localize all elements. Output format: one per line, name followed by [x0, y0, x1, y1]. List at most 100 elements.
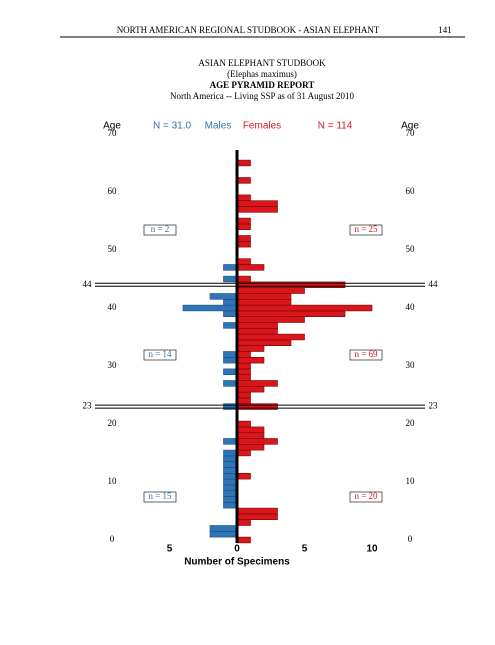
female-bar	[236, 287, 305, 294]
reference-label: 44	[429, 279, 439, 289]
male-bar	[223, 298, 238, 306]
y-tick-label: 10	[108, 476, 118, 486]
female-bar	[236, 235, 251, 242]
female-bar	[236, 432, 265, 439]
x-tick-label: 10	[366, 544, 378, 555]
female-bar	[236, 339, 292, 346]
male-bar	[223, 275, 238, 283]
female-bar	[236, 281, 346, 288]
female-bar	[236, 356, 265, 364]
male-bar	[209, 525, 238, 532]
female-bar	[236, 322, 278, 329]
female-bar	[236, 449, 251, 457]
annotation-box	[143, 349, 177, 361]
male-bar	[223, 478, 238, 486]
female-bar	[236, 177, 251, 184]
annotation: n = 15	[148, 491, 172, 501]
y-tick-label: 40	[406, 302, 416, 312]
male-bar	[182, 304, 238, 312]
annotation: n = 25	[354, 224, 378, 234]
reference-label: 44	[83, 279, 93, 289]
female-bar	[236, 374, 251, 381]
female-bar	[236, 536, 251, 544]
x-tick-label: 0	[234, 544, 240, 555]
female-bar	[236, 472, 251, 480]
female-bar	[236, 275, 251, 283]
annotation: n = 20	[354, 491, 378, 501]
y-tick-label: 60	[406, 186, 416, 196]
male-bar	[223, 449, 238, 457]
annotation-box	[349, 491, 383, 503]
female-bar	[236, 293, 292, 300]
female-bar	[236, 368, 251, 375]
male-bar	[223, 403, 238, 410]
female-bar	[236, 200, 278, 207]
female-bar	[236, 304, 373, 312]
x-tick-label: 5	[302, 544, 308, 555]
male-bar	[209, 293, 238, 300]
x-label: Number of Specimens	[184, 557, 290, 568]
female-bar	[236, 159, 251, 167]
female-bar	[236, 206, 278, 213]
annotation-box	[143, 224, 177, 236]
legend-entry: Females	[243, 121, 281, 132]
y-tick-label: 20	[406, 418, 416, 428]
y-tick-label: 20	[108, 418, 118, 428]
chart-subtitle: (Elephas maximus)	[227, 69, 297, 79]
male-bar	[223, 467, 238, 474]
male-bar	[223, 438, 238, 445]
annotation: n = 69	[354, 349, 378, 359]
female-bar	[236, 310, 346, 317]
female-bar	[236, 519, 251, 526]
y-tick-label: 60	[108, 186, 118, 196]
x-tick-label: 5	[167, 544, 173, 555]
female-bar	[236, 385, 265, 393]
male-bar	[223, 310, 238, 317]
male-bar	[223, 490, 238, 497]
y-tick-label: 30	[108, 360, 118, 370]
female-bar	[236, 345, 265, 352]
female-bar	[236, 298, 292, 306]
scope: North America -- Living SSP as of 31 Aug…	[170, 91, 354, 101]
female-bar	[236, 258, 251, 265]
female-bar	[236, 513, 278, 521]
female-total: N = 114	[318, 121, 353, 132]
running-title: NORTH AMERICAN REGIONAL STUDBOOK - ASIAN…	[117, 25, 380, 35]
male-bar	[223, 484, 238, 491]
male-bar	[209, 530, 238, 538]
female-bar	[236, 420, 251, 428]
female-bar	[236, 264, 265, 271]
chart-title: ASIAN ELEPHANT STUDBOOK	[198, 58, 326, 68]
annotation: n = 14	[148, 349, 172, 359]
female-bar	[236, 194, 251, 201]
annotation-box	[143, 491, 177, 503]
reference-label: 23	[83, 401, 93, 411]
male-bar	[223, 496, 238, 503]
y-tick-label: 70	[406, 128, 416, 138]
male-bar	[223, 264, 238, 271]
female-bar	[236, 223, 251, 230]
male-bar	[223, 472, 238, 480]
legend-entry: Males	[205, 121, 232, 132]
y-tick-label: 0	[110, 534, 115, 544]
y-tick-label: 50	[406, 244, 416, 254]
male-bar	[223, 356, 238, 364]
female-bar	[236, 217, 251, 225]
male-bar	[223, 461, 238, 468]
male-bar	[223, 351, 238, 358]
female-bar	[236, 333, 305, 341]
female-bar	[236, 443, 265, 451]
female-bar	[236, 380, 278, 387]
y-tick-label: 40	[108, 302, 118, 312]
female-bar	[236, 403, 278, 410]
annotation-box	[349, 349, 383, 361]
male-bar	[223, 455, 238, 462]
male-bar	[223, 380, 238, 387]
female-bar	[236, 316, 305, 323]
female-bar	[236, 426, 265, 433]
y-label-right: Age	[401, 121, 419, 132]
annotation-box	[349, 224, 383, 236]
y-tick-label: 50	[108, 244, 118, 254]
report-title: AGE PYRAMID REPORT	[210, 80, 315, 90]
